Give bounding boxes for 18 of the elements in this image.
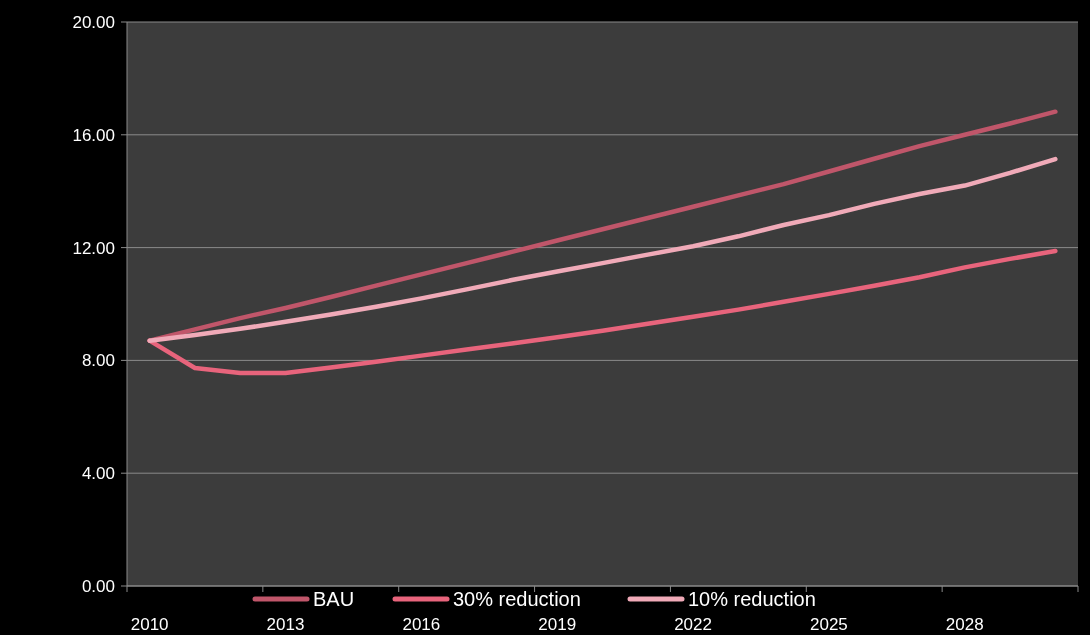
legend-label: BAU	[313, 588, 355, 610]
x-tick-label: 2013	[266, 615, 305, 634]
x-tick-label: 2019	[538, 615, 577, 634]
legend-label: 10% reduction	[688, 588, 816, 610]
x-tick-label: 2010	[130, 615, 169, 634]
x-tick-label: 2028	[945, 615, 984, 634]
x-tick-label: 2025	[810, 615, 848, 634]
legend-label: 30% reduction	[453, 588, 581, 610]
y-tick-label: 0.00	[81, 576, 115, 596]
x-tick-label: 2016	[402, 615, 441, 634]
y-tick-label: 16.00	[72, 125, 115, 145]
y-tick-label: 8.00	[81, 351, 115, 371]
y-tick-label: 20.00	[72, 12, 115, 32]
line-series	[147, 248, 1058, 376]
y-tick-label: 12.00	[72, 238, 115, 258]
x-tick-label: 2022	[674, 615, 712, 634]
line-series	[147, 156, 1058, 343]
y-tick-label: 4.00	[81, 464, 115, 484]
